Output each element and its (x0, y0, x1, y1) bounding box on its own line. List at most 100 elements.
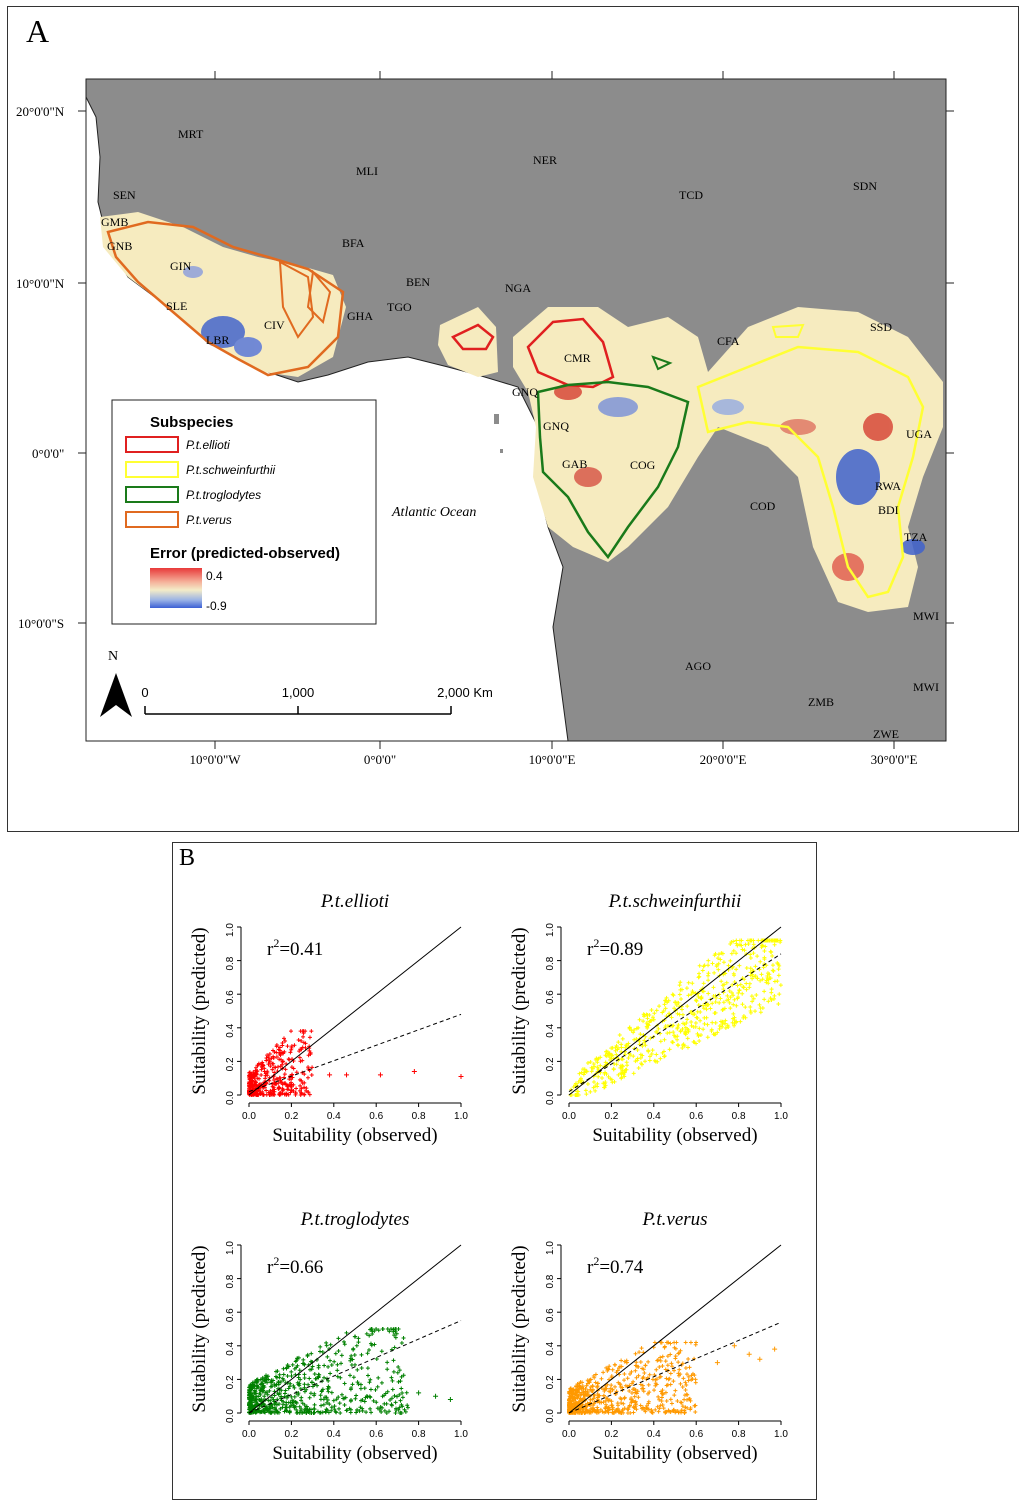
point (755, 954, 760, 959)
fit-line (248, 1320, 462, 1414)
point (308, 1391, 313, 1396)
point (249, 1394, 254, 1399)
point (604, 1054, 609, 1059)
country-label: TCD (679, 188, 703, 202)
point (719, 979, 724, 984)
point (777, 992, 782, 997)
point (622, 1378, 627, 1383)
point (253, 1071, 258, 1076)
point (389, 1375, 394, 1380)
point (593, 1380, 598, 1385)
point (743, 942, 748, 947)
point (307, 1092, 312, 1097)
point (680, 1361, 685, 1366)
x-tick-label: 0.6 (689, 1429, 703, 1440)
point (629, 1399, 634, 1404)
point (676, 1351, 681, 1356)
point (641, 1375, 646, 1380)
point (628, 1052, 633, 1057)
point (767, 976, 772, 981)
point (328, 1358, 333, 1363)
point (666, 998, 671, 1003)
point (284, 1092, 289, 1097)
point (252, 1380, 257, 1385)
point (268, 1090, 273, 1095)
point (290, 1088, 295, 1093)
point (310, 1065, 315, 1070)
point (292, 1394, 297, 1399)
point (617, 1410, 622, 1415)
point (310, 1364, 315, 1369)
point (358, 1382, 363, 1387)
point (748, 938, 753, 943)
point (277, 1372, 282, 1377)
point (331, 1398, 336, 1403)
point (307, 1035, 312, 1040)
point (717, 1026, 722, 1031)
point (683, 1030, 688, 1035)
point (355, 1407, 360, 1412)
point (280, 1405, 285, 1410)
point (693, 1410, 698, 1415)
point (397, 1368, 402, 1373)
point (602, 1410, 607, 1415)
point (567, 1407, 572, 1412)
point (391, 1358, 396, 1363)
point (353, 1396, 358, 1401)
point (329, 1390, 334, 1395)
outlier-point (447, 1397, 453, 1403)
point (287, 1410, 292, 1415)
point (399, 1341, 404, 1346)
point (248, 1401, 253, 1406)
point (298, 1377, 303, 1382)
ellioti-outline-1 (451, 323, 495, 351)
point (610, 1410, 615, 1415)
point (706, 963, 711, 968)
point (643, 1363, 648, 1368)
point (641, 1389, 646, 1394)
point (766, 981, 771, 986)
point (652, 1388, 657, 1393)
point (293, 1359, 298, 1364)
point (399, 1402, 404, 1407)
point (622, 1395, 627, 1400)
point (273, 1405, 278, 1410)
point (654, 1052, 659, 1057)
point (374, 1400, 379, 1405)
lon-label-30e: 30°0'0"E (871, 752, 918, 767)
error-patches (183, 266, 925, 581)
point (609, 1374, 614, 1379)
point (279, 1050, 284, 1055)
point (304, 1404, 309, 1409)
point (276, 1392, 281, 1397)
point (723, 1025, 728, 1030)
point (332, 1404, 337, 1409)
point (272, 1393, 277, 1398)
point (356, 1382, 361, 1387)
point (283, 1038, 288, 1043)
point (288, 1381, 293, 1386)
y-tick-label: 0.2 (225, 1057, 236, 1071)
point (659, 1395, 664, 1400)
point (248, 1076, 253, 1081)
fit-line (568, 953, 782, 1093)
point (710, 1020, 715, 1025)
point (294, 1070, 299, 1075)
point (583, 1088, 588, 1093)
point (576, 1079, 581, 1084)
point (636, 1066, 641, 1071)
point (402, 1407, 407, 1412)
r2-sup: 2 (593, 1254, 599, 1268)
point (269, 1395, 274, 1400)
point (673, 1346, 678, 1351)
point (355, 1380, 360, 1385)
point (369, 1410, 374, 1415)
point (325, 1354, 330, 1359)
point (266, 1062, 271, 1067)
point (684, 1372, 689, 1377)
point (751, 951, 756, 956)
y-tick-label: 0.4 (545, 1341, 556, 1355)
point (309, 1073, 314, 1078)
point (729, 939, 734, 944)
point (276, 1410, 281, 1415)
